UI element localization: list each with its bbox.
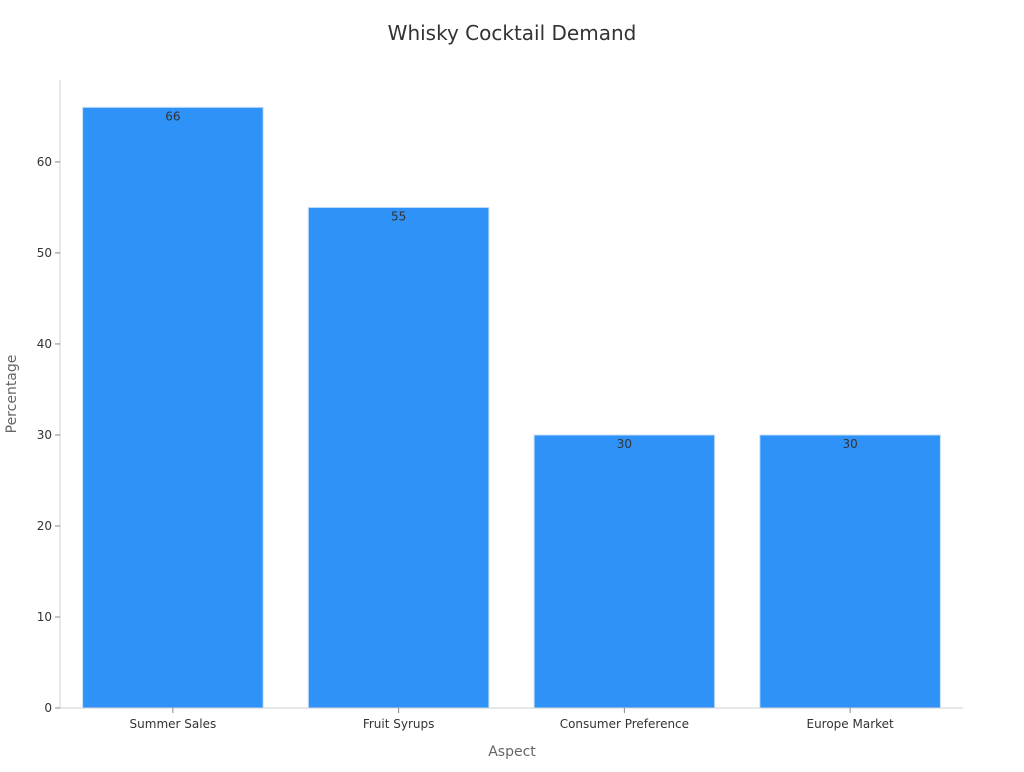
y-tick-label: 20 bbox=[37, 519, 52, 533]
y-tick-label: 50 bbox=[37, 246, 52, 260]
bar-consumer-preference bbox=[533, 434, 716, 709]
x-tick-label: Consumer Preference bbox=[560, 717, 689, 731]
bars-group: 66 55 30 30 bbox=[82, 106, 941, 709]
data-label: 66 bbox=[165, 109, 180, 123]
x-axis: Summer Sales Fruit Syrups Consumer Prefere… bbox=[60, 707, 963, 731]
x-axis-title: Aspect bbox=[488, 744, 536, 760]
y-tick-label: 0 bbox=[44, 701, 52, 715]
y-tick-label: 60 bbox=[37, 155, 52, 169]
bar-fruit-syrups bbox=[307, 206, 490, 709]
chart-title: Whisky Cocktail Demand bbox=[388, 21, 637, 45]
x-tick-label: Europe Market bbox=[806, 717, 894, 731]
x-tick-label: Summer Sales bbox=[130, 717, 217, 731]
y-tick-label: 10 bbox=[37, 610, 52, 624]
bar-europe-market bbox=[759, 434, 941, 709]
bar-summer-sales bbox=[82, 106, 264, 709]
y-tick-label: 30 bbox=[37, 428, 52, 442]
data-label: 30 bbox=[617, 437, 632, 451]
data-label: 55 bbox=[391, 209, 406, 223]
y-tick-label: 40 bbox=[37, 337, 52, 351]
x-tick-label: Fruit Syrups bbox=[363, 717, 435, 731]
data-label: 30 bbox=[842, 437, 857, 451]
y-axis-title: Percentage bbox=[4, 355, 20, 434]
y-axis: 0 10 20 30 40 50 60 bbox=[37, 80, 61, 715]
